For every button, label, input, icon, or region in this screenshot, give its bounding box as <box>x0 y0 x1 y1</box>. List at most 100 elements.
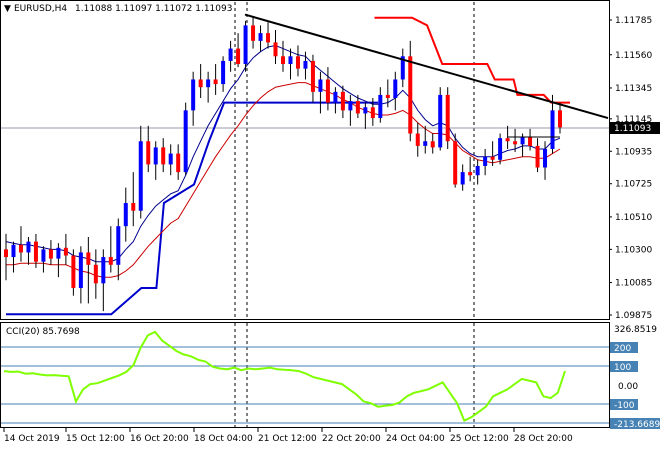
candle-bull <box>288 56 293 65</box>
triangle-down-icon[interactable]: ▼ <box>4 4 11 14</box>
candle-bear <box>445 94 450 142</box>
candle-bear <box>251 25 256 41</box>
price-tick-label: 1.11785 <box>615 16 652 26</box>
candle-bear <box>408 56 413 134</box>
cci-line <box>3 330 566 422</box>
candle-bear <box>86 252 91 265</box>
candle-bull <box>243 25 248 65</box>
candle-bull <box>41 249 46 262</box>
candle-bull <box>138 141 143 211</box>
candle-bear <box>63 247 68 256</box>
candle-bear <box>48 249 53 259</box>
time-tick-label: 22 Oct 20:00 <box>322 434 381 444</box>
candle-bear <box>340 91 345 111</box>
time-tick-label: 16 Oct 20:00 <box>130 434 189 444</box>
candle-bull <box>56 247 61 259</box>
candle-bear <box>325 79 330 103</box>
cci-axis-200: 200 <box>614 344 631 354</box>
candle-bear <box>146 141 151 165</box>
ma-slow-line <box>6 82 561 278</box>
candle-bear <box>281 56 285 65</box>
candle-bull <box>183 110 188 173</box>
candle-bear <box>161 147 166 165</box>
cci-axis-m100: -100 <box>614 401 635 411</box>
price-panel-frame <box>0 0 610 320</box>
candle-bear <box>236 48 241 65</box>
candle-bear <box>490 156 495 160</box>
time-tick-label: 25 Oct 12:00 <box>450 434 509 444</box>
candle-bear <box>535 145 540 168</box>
candle-bull <box>550 110 555 149</box>
stop-support-line <box>6 101 379 316</box>
candle-bull <box>228 48 233 61</box>
ohlc-readout: 1.11088 1.11097 1.11072 1.11093 <box>75 4 232 14</box>
candle-bull <box>378 94 383 119</box>
candle-bear <box>370 107 375 119</box>
candle-bull <box>475 165 480 176</box>
price-tick-label: 1.09875 <box>615 311 652 321</box>
candle-bull <box>26 241 31 253</box>
cci-axis-0: 0.00 <box>618 382 638 392</box>
cci-tag-m200 <box>610 418 660 429</box>
time-axis[interactable]: 14 Oct 2019 15 Oct 12:00 16 Oct 20:00 18 Oc… <box>3 428 573 444</box>
candle-bull <box>116 226 121 265</box>
candle-bull <box>303 60 308 69</box>
candle-bull <box>11 244 16 258</box>
candle-bear <box>310 60 315 92</box>
price-tick-label: 1.10300 <box>615 245 652 255</box>
price-tick-label: 1.11345 <box>615 84 652 94</box>
candle-bull <box>363 107 368 114</box>
candle-bear <box>4 249 8 258</box>
candle-bear <box>273 42 278 57</box>
candle-bull <box>348 101 353 111</box>
cci-axis-bottom: -213.6689 <box>614 420 660 430</box>
cci-header: CCI(20) 85.7698 <box>6 327 80 337</box>
candle-bear <box>295 56 300 69</box>
price-tick-label: 1.10935 <box>615 147 652 157</box>
candles <box>4 17 562 312</box>
time-tick-label: 15 Oct 12:00 <box>66 434 125 444</box>
candle-bull <box>438 94 443 148</box>
candle-bear <box>355 101 360 114</box>
cci-path <box>3 330 566 422</box>
cci-tag-100 <box>610 361 638 372</box>
candle-bear <box>528 136 533 146</box>
candle-bull <box>101 257 106 284</box>
trendline-path[interactable] <box>244 13 609 120</box>
candle-bear <box>558 110 562 128</box>
time-tick-label: 18 Oct 04:00 <box>194 434 253 444</box>
trendline[interactable] <box>244 13 609 120</box>
ma-slow-path <box>6 82 561 278</box>
candle-bear <box>505 138 510 142</box>
candle-bear <box>213 79 218 85</box>
candle-bear <box>415 133 420 146</box>
candle-bull <box>483 156 488 166</box>
time-tick-label: 28 Oct 20:00 <box>514 434 573 444</box>
candle-bull <box>520 136 525 145</box>
candle-bear <box>131 203 136 211</box>
stop-resistance-path <box>374 16 570 104</box>
stop-support-path <box>6 101 379 316</box>
candle-bull <box>168 153 173 165</box>
candle-bear <box>108 257 113 265</box>
time-tick-label: 24 Oct 04:00 <box>386 434 445 444</box>
cci-panel-frame <box>0 322 610 428</box>
candle-bull <box>221 60 226 85</box>
candle-bull <box>498 138 503 160</box>
candle-bull <box>78 252 83 288</box>
candle-bull <box>393 79 398 98</box>
candle-bull <box>191 79 196 111</box>
candle-bear <box>18 244 23 253</box>
candle-bull <box>543 148 548 168</box>
candle-bull <box>318 79 323 92</box>
cci-axis-top: 326.8519 <box>614 325 657 335</box>
cci-tag-200 <box>610 342 638 353</box>
price-axis[interactable]: 1.11785 1.11560 1.11345 1.11145 1.10935 1.107… <box>609 16 652 321</box>
candle-bull <box>153 147 158 165</box>
cci-axis-100: 100 <box>614 363 631 373</box>
candle-bull <box>423 141 428 146</box>
candle-bull <box>333 91 338 103</box>
price-tick-label: 1.10510 <box>615 213 652 223</box>
